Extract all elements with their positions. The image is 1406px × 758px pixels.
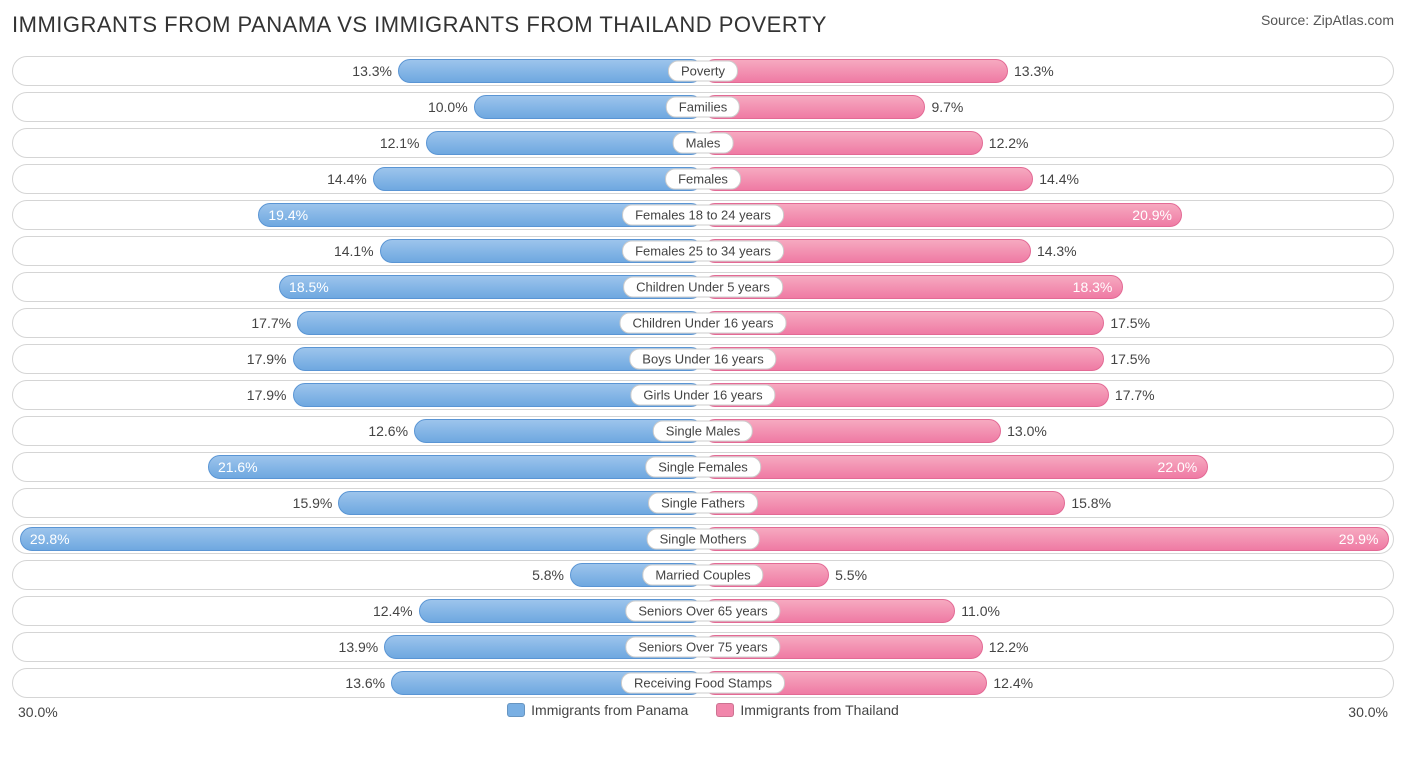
- value-right: 11.0%: [961, 603, 1000, 619]
- value-right: 17.5%: [1110, 315, 1150, 331]
- category-label: Girls Under 16 years: [630, 385, 775, 406]
- category-label: Poverty: [668, 61, 738, 82]
- legend-label: Immigrants from Panama: [531, 702, 688, 718]
- chart-row: 21.6% 22.0% Single Females: [12, 452, 1394, 482]
- value-right: 22.0%: [1158, 459, 1198, 475]
- value-left: 12.1%: [380, 135, 420, 151]
- source-name: ZipAtlas.com: [1313, 12, 1394, 28]
- bar-right: [703, 167, 1033, 191]
- chart-row: 10.0% 9.7% Families: [12, 92, 1394, 122]
- value-left: 17.9%: [247, 387, 287, 403]
- chart-row: 12.6% 13.0% Single Males: [12, 416, 1394, 446]
- value-right: 17.5%: [1110, 351, 1150, 367]
- value-right: 12.4%: [993, 675, 1033, 691]
- chart-row: 29.8% 29.9% Single Mothers: [12, 524, 1394, 554]
- value-left: 14.1%: [334, 243, 374, 259]
- value-left: 17.7%: [251, 315, 291, 331]
- value-left: 18.5%: [289, 279, 329, 295]
- legend-swatch-icon: [507, 703, 525, 717]
- chart-row: 12.4% 11.0% Seniors Over 65 years: [12, 596, 1394, 626]
- chart-title: IMMIGRANTS FROM PANAMA VS IMMIGRANTS FRO…: [12, 12, 827, 38]
- chart-source: Source: ZipAtlas.com: [1261, 12, 1394, 28]
- bar-left: [20, 527, 703, 551]
- category-label: Females 25 to 34 years: [622, 241, 784, 262]
- chart-row: 17.9% 17.7% Girls Under 16 years: [12, 380, 1394, 410]
- legend-item-panama: Immigrants from Panama: [507, 702, 688, 718]
- value-right: 13.3%: [1014, 63, 1054, 79]
- chart-row: 13.9% 12.2% Seniors Over 75 years: [12, 632, 1394, 662]
- category-label: Females: [665, 169, 741, 190]
- value-left: 5.8%: [532, 567, 564, 583]
- value-left: 13.3%: [352, 63, 392, 79]
- value-right: 15.8%: [1071, 495, 1111, 511]
- bar-left: [426, 131, 703, 155]
- category-label: Families: [666, 97, 740, 118]
- value-right: 12.2%: [989, 639, 1029, 655]
- value-left: 21.6%: [218, 459, 258, 475]
- value-right: 12.2%: [989, 135, 1029, 151]
- axis-right-label: 30.0%: [1348, 704, 1388, 720]
- bar-left: [373, 167, 703, 191]
- chart-row: 12.1% 12.2% Males: [12, 128, 1394, 158]
- category-label: Single Males: [653, 421, 753, 442]
- legend-swatch-icon: [716, 703, 734, 717]
- value-left: 15.9%: [293, 495, 333, 511]
- chart-row: 17.9% 17.5% Boys Under 16 years: [12, 344, 1394, 374]
- value-left: 29.8%: [30, 531, 70, 547]
- value-right: 18.3%: [1073, 279, 1113, 295]
- diverging-bar-chart: 13.3%13.3%Poverty10.0%9.7%Families12.1%1…: [12, 56, 1394, 698]
- chart-row: 14.4% 14.4% Females: [12, 164, 1394, 194]
- value-left: 14.4%: [327, 171, 367, 187]
- category-label: Seniors Over 75 years: [625, 637, 780, 658]
- chart-header: IMMIGRANTS FROM PANAMA VS IMMIGRANTS FRO…: [12, 12, 1394, 38]
- value-left: 12.4%: [373, 603, 413, 619]
- value-left: 13.6%: [345, 675, 385, 691]
- value-left: 12.6%: [368, 423, 408, 439]
- value-left: 10.0%: [428, 99, 468, 115]
- value-left: 13.9%: [339, 639, 379, 655]
- value-right: 17.7%: [1115, 387, 1155, 403]
- bar-right: [703, 59, 1008, 83]
- legend-label: Immigrants from Thailand: [740, 702, 898, 718]
- value-right: 13.0%: [1007, 423, 1047, 439]
- category-label: Males: [673, 133, 734, 154]
- chart-row: 5.8% 5.5% Married Couples: [12, 560, 1394, 590]
- category-label: Children Under 5 years: [623, 277, 783, 298]
- source-prefix: Source:: [1261, 12, 1313, 28]
- bar-right: [703, 527, 1389, 551]
- category-label: Seniors Over 65 years: [625, 601, 780, 622]
- value-right: 29.9%: [1339, 531, 1379, 547]
- chart-row: 14.1% 14.3% Females 25 to 34 years: [12, 236, 1394, 266]
- category-label: Single Fathers: [648, 493, 758, 514]
- chart-row: 15.9% 15.8% Single Fathers: [12, 488, 1394, 518]
- chart-row: 13.3% 13.3% Poverty: [12, 56, 1394, 86]
- value-left: 17.9%: [247, 351, 287, 367]
- value-right: 9.7%: [931, 99, 963, 115]
- axis-left-label: 30.0%: [18, 704, 58, 720]
- value-left: 19.4%: [268, 207, 308, 223]
- value-right: 5.5%: [835, 567, 867, 583]
- bar-right: [703, 455, 1208, 479]
- chart-row: 18.5% 18.3% Children Under 5 years: [12, 272, 1394, 302]
- category-label: Single Females: [645, 457, 761, 478]
- category-label: Married Couples: [642, 565, 763, 586]
- category-label: Receiving Food Stamps: [621, 673, 785, 694]
- legend: Immigrants from Panama Immigrants from T…: [12, 702, 1394, 718]
- category-label: Single Mothers: [647, 529, 760, 550]
- category-label: Children Under 16 years: [620, 313, 787, 334]
- chart-row: 19.4% 20.9% Females 18 to 24 years: [12, 200, 1394, 230]
- category-label: Boys Under 16 years: [629, 349, 776, 370]
- chart-row: 13.6% 12.4% Receiving Food Stamps: [12, 668, 1394, 698]
- bar-left: [208, 455, 703, 479]
- bar-left: [398, 59, 703, 83]
- bar-right: [703, 131, 983, 155]
- value-right: 14.3%: [1037, 243, 1077, 259]
- category-label: Females 18 to 24 years: [622, 205, 784, 226]
- value-right: 20.9%: [1132, 207, 1172, 223]
- value-right: 14.4%: [1039, 171, 1079, 187]
- legend-item-thailand: Immigrants from Thailand: [716, 702, 898, 718]
- chart-row: 17.7% 17.5% Children Under 16 years: [12, 308, 1394, 338]
